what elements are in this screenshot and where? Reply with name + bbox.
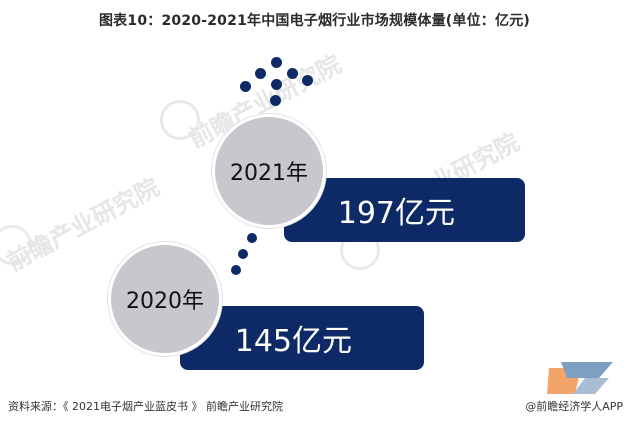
decorative-dot [269,94,281,106]
bar-2020: 145亿元 [180,306,424,370]
category-label-2021: 2021年 [230,161,308,186]
decorative-dot [247,233,257,243]
decorative-dot [301,74,313,86]
decorative-dot [239,80,251,92]
brand-text: @前瞻经济学人APP [525,400,623,413]
chart-title: 图表10：2020-2021年中国电子烟行业市场规模体量(单位：亿元) [98,13,531,29]
watermark-logo-icon [160,100,200,140]
decorative-dot [254,67,266,79]
value-label-2020: 145亿元 [234,324,352,359]
watermark-logo-icon [0,225,32,265]
decorative-dot [286,67,298,79]
year-circle-2020: 2020年 [108,242,222,356]
bar-2021: 197亿元 [284,178,525,242]
category-label-2020: 2020年 [126,289,204,314]
decorative-dot [231,265,241,275]
decorative-dot [270,56,282,68]
value-label-2021: 197亿元 [337,196,455,231]
year-circle-2021: 2021年 [212,114,326,228]
decorative-dot [238,249,248,259]
brand-logo-icon [547,362,613,394]
decorative-dot [270,78,282,90]
source-note: 资料来源：《 2021电子烟产业蓝皮书 》 前瞻产业研究院 [8,400,283,413]
